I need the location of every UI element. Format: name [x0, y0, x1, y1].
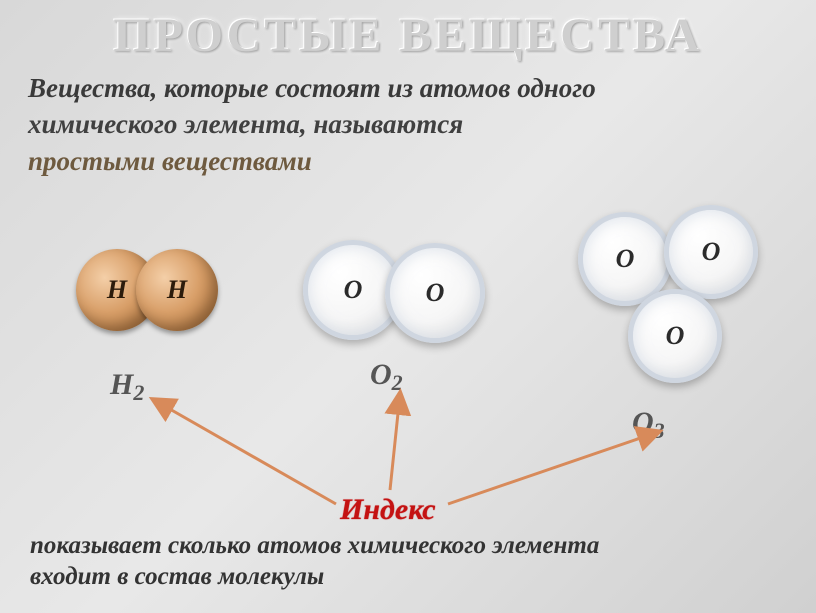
definition-text: Вещества, которые состоят из атомов одно…: [28, 70, 796, 179]
arrow-to-h2: [154, 400, 336, 504]
formula-o2: O2: [370, 358, 403, 392]
definition-line2: химического элемента, называются: [28, 109, 463, 139]
arrow-to-o3: [448, 432, 658, 504]
explanation-line1: показывает сколько атомов химического эл…: [30, 532, 599, 559]
atom-o2-2: O: [385, 243, 485, 343]
formula-h2: H2: [110, 368, 144, 402]
formula-o2-base: O: [370, 358, 392, 391]
arrow-to-o2: [390, 394, 400, 490]
formula-o3-base: O: [632, 406, 654, 439]
formula-o3-sub: 3: [654, 418, 665, 443]
formula-o2-sub: 2: [392, 370, 403, 395]
formula-h2-base: H: [110, 368, 133, 401]
definition-line1: Вещества, которые состоят из атомов одно…: [28, 73, 596, 103]
atom-o3-2: O: [664, 205, 758, 299]
slide-title: Простые вещества: [113, 8, 702, 63]
definition-line3: простыми веществами: [28, 146, 312, 176]
atom-h-2: H: [136, 249, 218, 331]
formula-h2-sub: 2: [133, 380, 144, 405]
formula-o3: O3: [632, 406, 665, 440]
explanation-text: показывает сколько атомов химического эл…: [30, 530, 786, 593]
atom-o3-3: O: [628, 289, 722, 383]
explanation-line2: входит в состав молекулы: [30, 563, 324, 590]
index-label: Индекс: [340, 493, 436, 527]
